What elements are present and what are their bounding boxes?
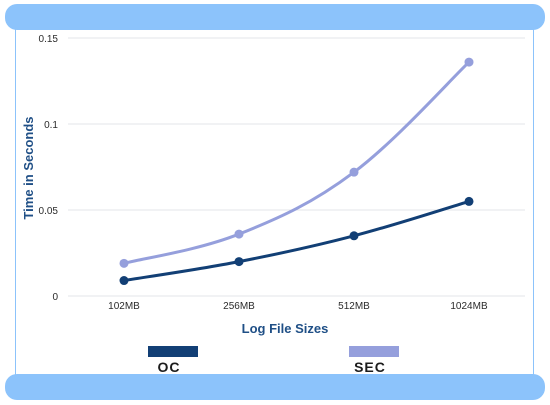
legend-label-oc: OC <box>158 359 181 375</box>
x-tick-label: 102MB <box>108 301 140 312</box>
y-tick-label: 0.1 <box>44 120 58 131</box>
x-tick-label: 1024MB <box>450 301 488 312</box>
series-layer <box>119 57 474 286</box>
data-point-sec <box>349 167 359 177</box>
series-line-sec <box>122 60 471 265</box>
grid-layer <box>68 37 525 297</box>
legend-swatch-sec <box>349 346 399 357</box>
legend-label-sec: SEC <box>354 359 386 375</box>
bottom-frame-bar <box>5 374 545 400</box>
right-frame-line <box>533 26 534 376</box>
legend-swatch-oc <box>148 346 198 357</box>
x-axis-title: Log File Sizes <box>242 321 329 336</box>
top-frame-bar <box>5 4 545 30</box>
x-tick-labels: 102MB 256MB 512MB 1024MB <box>108 301 488 312</box>
x-tick-label: 256MB <box>223 301 255 312</box>
y-tick-label: 0 <box>52 292 58 303</box>
y-axis-title: Time in Seconds <box>21 116 36 219</box>
data-point-oc <box>234 257 244 267</box>
data-point-oc <box>349 231 359 241</box>
y-tick-label: 0.05 <box>39 206 59 217</box>
data-point-sec <box>119 258 129 268</box>
data-point-oc <box>119 276 129 286</box>
series-line-oc <box>122 199 471 283</box>
data-point-sec <box>234 229 244 239</box>
y-tick-labels: 0 0.05 0.1 0.15 <box>39 34 59 303</box>
data-point-sec <box>464 57 474 67</box>
data-point-oc <box>464 196 474 206</box>
left-frame-line <box>15 26 16 376</box>
y-tick-label: 0.15 <box>39 34 59 45</box>
x-tick-label: 512MB <box>338 301 370 312</box>
legend: OC SEC <box>148 346 399 375</box>
